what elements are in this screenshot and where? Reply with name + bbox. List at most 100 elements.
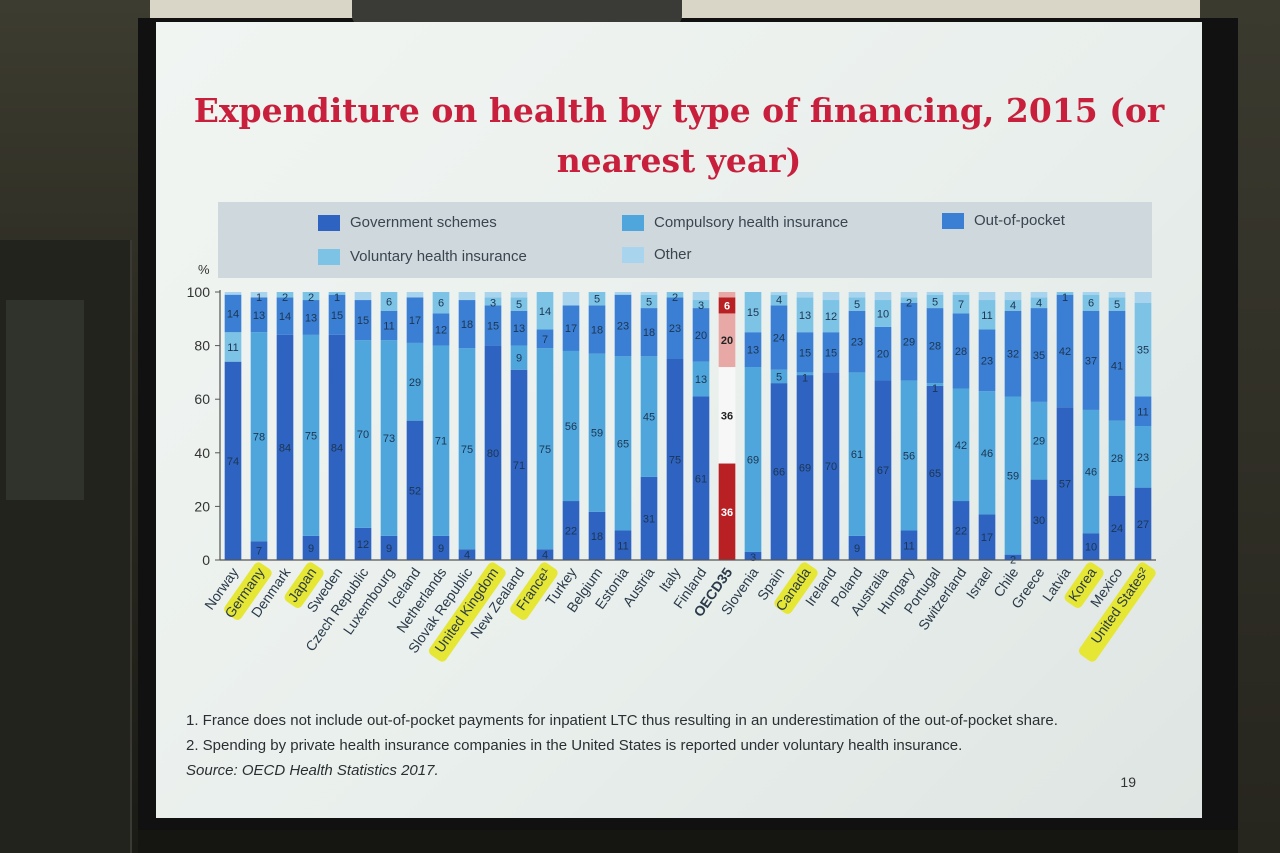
bar-segment-other — [692, 292, 710, 301]
bar-data-label: 11 — [903, 540, 914, 552]
bar-segment-other — [614, 292, 632, 295]
bar-data-label: 70 — [357, 429, 369, 441]
bar-segment-other — [952, 292, 970, 295]
bar-data-label: 5 — [932, 296, 938, 308]
x-category-label: Israel — [963, 565, 996, 602]
bar-data-label: 75 — [539, 444, 551, 456]
bar-segment-government — [302, 535, 320, 560]
bar-segment-compulsory — [588, 353, 606, 512]
page-number: 19 — [1120, 774, 1136, 790]
bar-segment-government — [354, 527, 372, 560]
bar-segment-out-of-pocket — [510, 310, 528, 346]
bar-data-label: 20 — [877, 349, 889, 361]
bar-segment-voluntary — [640, 294, 658, 309]
bar-data-label: 42 — [1059, 346, 1071, 358]
bar-segment-out-of-pocket — [562, 305, 580, 351]
bar-segment-voluntary — [432, 292, 450, 314]
slide-title: Expenditure on health by type of financi… — [193, 91, 1165, 180]
bar-segment-government — [432, 535, 450, 560]
bar-segment-voluntary — [848, 297, 866, 311]
bar-data-label: 18 — [643, 327, 655, 339]
bar-segment-compulsory — [978, 391, 996, 515]
category-highlight — [224, 562, 272, 620]
bar-segment-compulsory — [952, 388, 970, 502]
bar-data-label: 15 — [799, 347, 811, 359]
bar-data-label: 11 — [981, 310, 992, 322]
bar-data-label: 46 — [981, 448, 993, 460]
bar-data-label: 2 — [308, 292, 314, 304]
bar-segment-compulsory — [1030, 401, 1048, 480]
bar-segment-other — [640, 292, 658, 295]
bar-segment-voluntary — [1108, 297, 1126, 311]
bar-data-label: 17 — [565, 323, 577, 335]
bar-data-label: 11 — [227, 342, 238, 354]
bar-segment-other — [224, 292, 242, 295]
bar-data-label: 30 — [1033, 515, 1045, 527]
bar-data-label: 71 — [513, 460, 525, 472]
bar-segment-out-of-pocket — [224, 294, 242, 333]
door — [0, 240, 132, 853]
bar-data-label: 31 — [643, 513, 655, 525]
bar-segment-out-of-pocket — [1004, 310, 1022, 397]
legend-label-compulsory: Compulsory health insurance — [654, 214, 849, 231]
bar-data-label: 61 — [695, 473, 707, 485]
category-highlight — [510, 562, 558, 620]
bar-segment-other — [354, 292, 372, 301]
bar-segment-voluntary — [1082, 294, 1100, 311]
bar-segment-other — [562, 292, 580, 306]
bar-segment-out-of-pocket — [406, 297, 424, 343]
bar-data-label: 27 — [1137, 519, 1149, 531]
bar-data-label: 42 — [955, 440, 967, 452]
bar-segment-government — [926, 385, 944, 560]
bar-segment-compulsory — [796, 372, 814, 376]
bar-segment-other — [978, 292, 996, 301]
bar-segment-voluntary — [302, 292, 320, 301]
bar-segment-government — [822, 372, 840, 560]
bar-data-label: 69 — [747, 455, 759, 467]
bar-data-label: 4 — [464, 549, 470, 561]
bar-segment-compulsory — [302, 334, 320, 536]
bar-data-label: 22 — [565, 526, 577, 538]
bar-segment-out-of-pocket — [770, 305, 788, 370]
bar-data-label: 7 — [958, 299, 964, 311]
bar-segment-compulsory — [926, 383, 944, 386]
bar-segment-voluntary — [1004, 300, 1022, 311]
bar-data-label: 75 — [305, 430, 317, 442]
bar-data-label: 13 — [513, 323, 525, 335]
bar-data-label: 75 — [461, 444, 473, 456]
bar-segment-compulsory — [458, 348, 476, 550]
bar-data-label: 28 — [955, 346, 967, 358]
bar-data-label: 69 — [799, 463, 811, 475]
door-window — [6, 300, 84, 500]
source-note: Source: OECD Health Statistics 2017. — [186, 762, 439, 779]
bar-data-label: 18 — [461, 319, 473, 331]
bar-data-label: 29 — [903, 337, 915, 349]
bar-segment-compulsory — [614, 356, 632, 531]
bar-data-label: 10 — [1085, 542, 1097, 554]
bar-data-label: 4 — [776, 295, 782, 307]
bar-data-label: 4 — [542, 549, 548, 561]
bar-data-label: 59 — [591, 428, 603, 440]
bar-data-label: 18 — [591, 531, 603, 543]
bar-data-label: 3 — [698, 300, 704, 312]
bar-data-label: 23 — [1137, 452, 1149, 464]
bar-segment-voluntary — [510, 297, 528, 311]
bar-data-label: 5 — [776, 371, 782, 383]
bar-segment-voluntary — [328, 292, 346, 295]
legend-item-voluntary: Voluntary health insurance — [318, 248, 527, 265]
bar-segment-compulsory — [250, 332, 268, 542]
bar-segment-government — [796, 375, 814, 560]
bar-segment-other — [822, 292, 840, 301]
bar-segment-government — [536, 549, 554, 560]
bar-segment-out-of-pocket — [874, 326, 892, 381]
bar-data-label: 23 — [981, 355, 993, 367]
bar-segment-compulsory — [640, 356, 658, 477]
bar-data-label: 3 — [490, 297, 496, 309]
bar-segment-compulsory — [536, 348, 554, 550]
bar-segment-compulsory — [380, 340, 398, 536]
bar-segment-government — [744, 551, 762, 560]
bar-data-label: 5 — [1114, 299, 1120, 311]
bar-data-label: 11 — [383, 321, 394, 333]
bar-segment-government — [458, 549, 476, 560]
bar-segment-other — [770, 292, 788, 295]
